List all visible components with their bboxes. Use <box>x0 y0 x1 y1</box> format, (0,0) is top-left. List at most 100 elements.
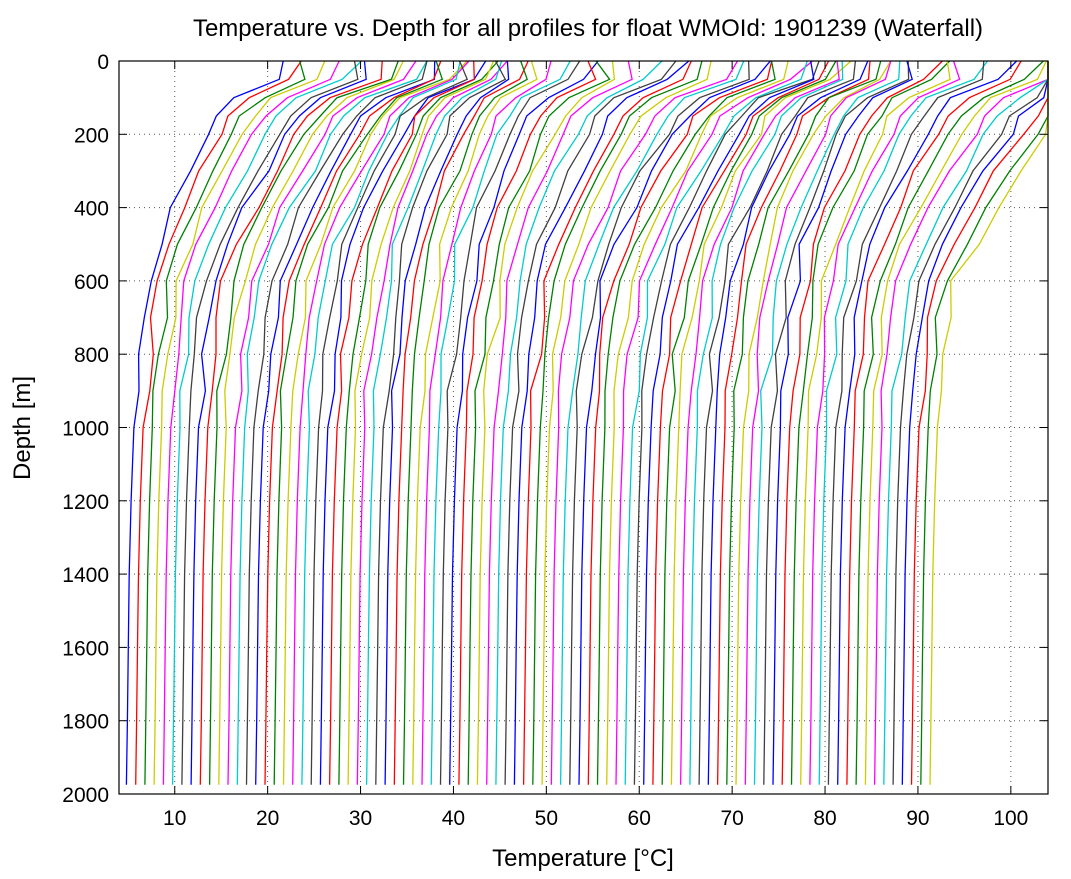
profile-line <box>273 60 444 785</box>
profile-line <box>135 60 302 785</box>
y-tick-label: 1600 <box>62 637 109 660</box>
y-tick-label: 400 <box>74 198 109 221</box>
profile-line <box>365 60 503 785</box>
profile-line <box>504 60 677 785</box>
profile-line <box>153 60 326 785</box>
x-axis-ticks: 10 20 30 40 50 60 70 80 90 100 <box>163 61 1028 830</box>
y-tick-label: 2000 <box>62 784 109 807</box>
profile-line <box>689 60 844 785</box>
profile-line <box>615 60 813 785</box>
profile-line <box>744 60 892 785</box>
profile-line <box>541 60 712 785</box>
profile-line <box>532 60 703 785</box>
profile-line <box>162 60 340 785</box>
profile-line <box>753 60 901 785</box>
profile-line <box>679 60 840 785</box>
profile-line <box>716 60 871 785</box>
x-tick-label: 10 <box>163 807 186 830</box>
profile-line <box>726 60 882 785</box>
profile-line <box>486 60 633 785</box>
profile-line <box>883 61 1049 785</box>
profile-line <box>412 60 538 785</box>
profiles-layer <box>125 60 1049 785</box>
x-axis-label: Temperature [°C] <box>492 845 674 872</box>
profile-line <box>837 60 1018 785</box>
profile-line <box>707 60 869 785</box>
profile-line <box>809 60 961 785</box>
profile-line <box>652 60 830 785</box>
profile-line <box>873 61 1049 785</box>
chart-title: Temperature vs. Depth for all profiles f… <box>193 15 983 42</box>
x-tick-label: 40 <box>442 807 465 830</box>
profile-line <box>569 60 750 785</box>
profile-line <box>910 61 1049 785</box>
profile-line <box>698 60 857 785</box>
profile-line <box>467 60 611 785</box>
profile-line <box>827 60 985 785</box>
profile-line <box>439 60 581 785</box>
profile-line <box>292 60 470 785</box>
profile-line <box>818 60 989 785</box>
profile-line <box>643 60 815 785</box>
y-tick-label: 0 <box>97 51 109 74</box>
profile-line <box>319 60 487 785</box>
profile-line <box>328 60 475 785</box>
profile-line <box>430 60 571 785</box>
profile-line <box>772 60 913 785</box>
x-tick-label: 20 <box>256 807 279 830</box>
y-tick-label: 1000 <box>62 418 109 441</box>
profile-line <box>892 61 1049 785</box>
profile-line <box>227 60 417 785</box>
profile-line <box>171 60 362 785</box>
profile-line <box>495 60 663 785</box>
profile-line <box>282 60 468 785</box>
profile-line <box>929 61 1049 785</box>
x-tick-label: 90 <box>906 807 929 830</box>
profile-line <box>393 60 529 785</box>
profile-line <box>513 60 690 785</box>
profile-line <box>670 60 852 785</box>
profile-line <box>901 61 1049 785</box>
profile-line <box>208 60 399 785</box>
x-tick-label: 60 <box>628 807 651 830</box>
profile-line <box>255 60 436 785</box>
profile-line <box>347 60 495 785</box>
profile-line <box>855 60 1044 785</box>
profile-line <box>402 60 528 785</box>
x-tick-label: 30 <box>349 807 372 830</box>
profile-line <box>384 60 510 785</box>
y-tick-label: 1800 <box>62 711 109 734</box>
profile-line <box>550 60 739 785</box>
profile-line <box>301 60 461 785</box>
x-tick-label: 70 <box>720 807 743 830</box>
profile-line <box>522 60 692 785</box>
profile-line <box>661 60 837 785</box>
profile-line <box>476 60 616 785</box>
y-axis-label: Depth [m] <box>9 376 36 480</box>
y-axis-ticks: 0 200 400 600 800 1000 1200 1400 1600 1800 2000 <box>62 51 1048 807</box>
y-tick-label: 1200 <box>62 491 109 514</box>
profile-line <box>578 60 771 785</box>
profile-line <box>449 60 599 785</box>
profile-line <box>596 60 776 785</box>
y-tick-label: 200 <box>74 124 109 147</box>
profile-line <box>310 60 469 785</box>
profile-line <box>624 60 808 785</box>
profile-line <box>356 60 508 785</box>
profile-line <box>606 60 789 785</box>
y-tick-label: 600 <box>74 271 109 294</box>
profile-line <box>264 60 442 785</box>
profile-line <box>421 60 552 785</box>
profile-line <box>190 60 367 785</box>
profile-line <box>735 60 892 785</box>
profile-line <box>199 60 383 785</box>
x-tick-label: 100 <box>993 807 1028 830</box>
profile-line <box>763 60 910 785</box>
profile-line <box>864 60 1047 785</box>
profile-line <box>338 60 499 785</box>
profile-line <box>781 60 943 785</box>
profile-line <box>559 60 745 785</box>
profile-line <box>245 60 428 785</box>
profile-line <box>633 60 820 785</box>
